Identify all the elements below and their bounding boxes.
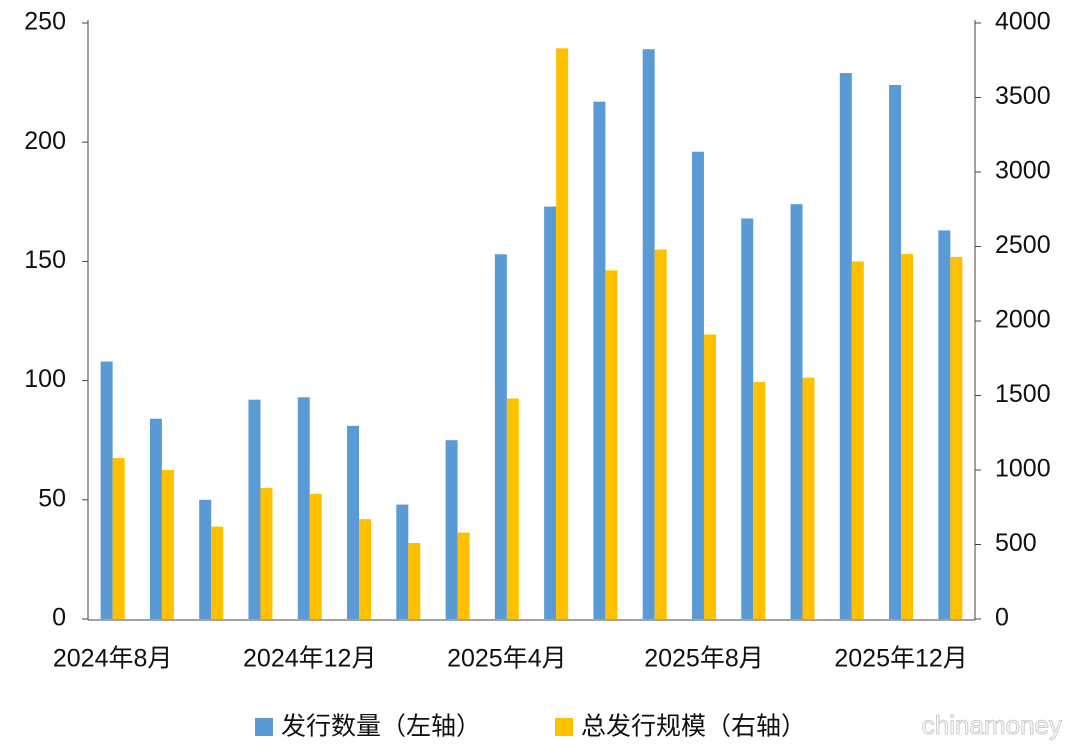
bar	[741, 218, 754, 619]
bar	[889, 84, 902, 619]
bar	[901, 253, 914, 619]
bar	[790, 204, 803, 619]
watermark: chinamoney	[922, 710, 1062, 740]
bar	[938, 230, 951, 619]
y2-tick-label: 2000	[995, 306, 1051, 334]
bar	[494, 254, 507, 620]
x-tick-label: 2025年12月	[834, 645, 967, 673]
bar	[654, 249, 667, 620]
bar	[309, 493, 322, 619]
bar	[161, 470, 174, 619]
bar	[753, 382, 766, 619]
y-tick-label: 150	[24, 246, 66, 274]
y2-tick-label: 1500	[995, 380, 1051, 408]
y2-tick-label: 1000	[995, 455, 1051, 483]
y2-tick-label: 0	[995, 604, 1009, 632]
bar	[445, 440, 458, 619]
bar	[851, 261, 864, 619]
x-tick-label: 2024年12月	[243, 645, 376, 673]
y-tick-label: 100	[24, 365, 66, 393]
legend-label: 总发行规模（右轴）	[581, 713, 806, 741]
bar	[556, 48, 569, 619]
x-tick-label: 2024年8月	[53, 645, 173, 673]
bar	[199, 499, 212, 619]
bar	[642, 49, 655, 619]
y-tick-label: 200	[24, 127, 66, 155]
bar	[506, 398, 519, 619]
bar	[691, 151, 704, 619]
y2-tick-label: 4000	[995, 8, 1051, 36]
y-tick-label: 250	[24, 8, 66, 36]
bar	[950, 256, 963, 619]
bar	[457, 532, 470, 619]
y2-tick-label: 500	[995, 529, 1037, 557]
y2-tick-label: 3500	[995, 82, 1051, 110]
x-tick-label: 2025年8月	[644, 645, 764, 673]
bar	[839, 73, 852, 619]
y-tick-label: 0	[52, 604, 66, 632]
bar	[359, 519, 372, 619]
bar	[297, 397, 310, 619]
bar	[408, 543, 421, 619]
bar	[802, 377, 815, 619]
y2-tick-label: 2500	[995, 231, 1051, 259]
bar	[260, 487, 273, 619]
bar	[347, 425, 360, 619]
x-tick-label: 2025年4月	[447, 645, 567, 673]
bar	[544, 206, 557, 619]
y-tick-label: 50	[38, 484, 66, 512]
y2-tick-label: 3000	[995, 157, 1051, 185]
bar	[396, 504, 409, 619]
bar	[593, 101, 606, 619]
legend-swatch	[555, 718, 573, 736]
legend-label: 发行数量（左轴）	[281, 713, 481, 741]
bar	[149, 418, 162, 619]
bar	[248, 399, 261, 619]
bar	[703, 334, 716, 619]
bar	[112, 458, 125, 619]
bar	[211, 526, 224, 619]
bar	[100, 361, 113, 619]
legend-swatch	[255, 718, 273, 736]
bar	[605, 270, 618, 619]
